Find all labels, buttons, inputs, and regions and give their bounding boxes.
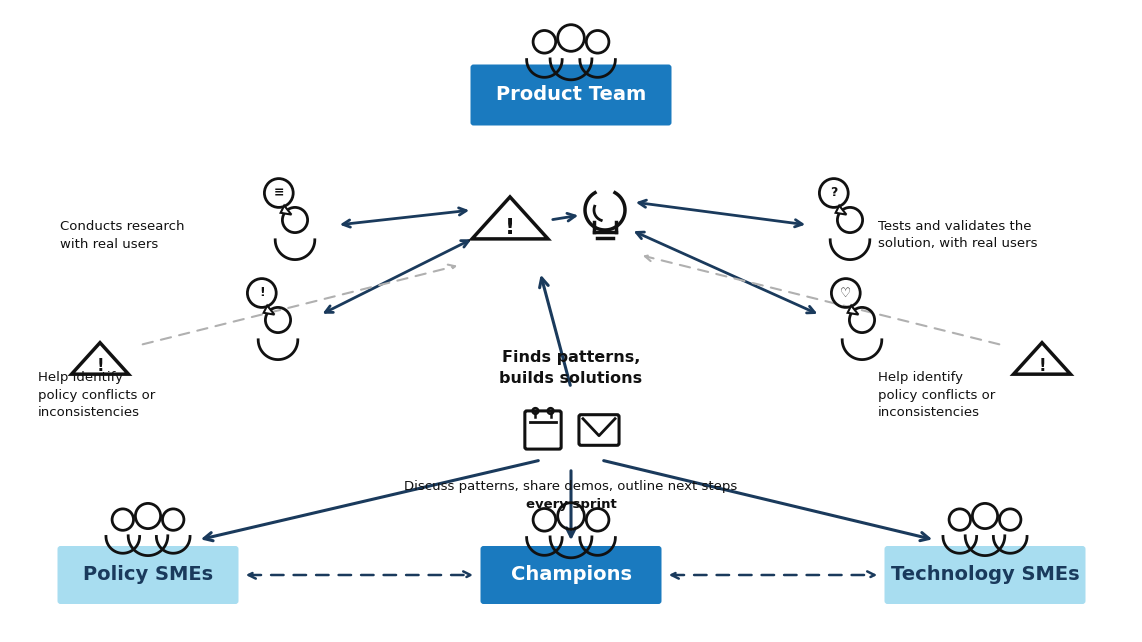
Text: Product Team: Product Team [496, 85, 646, 105]
FancyBboxPatch shape [481, 546, 661, 604]
Text: Help identify
policy conflicts or
inconsistencies: Help identify policy conflicts or incons… [878, 370, 995, 419]
Polygon shape [281, 205, 291, 214]
Text: ≡: ≡ [274, 186, 284, 200]
FancyBboxPatch shape [471, 64, 671, 125]
Text: Help identify
policy conflicts or
inconsistencies: Help identify policy conflicts or incons… [38, 370, 155, 419]
FancyBboxPatch shape [57, 546, 239, 604]
FancyBboxPatch shape [885, 546, 1086, 604]
Text: ?: ? [830, 186, 837, 200]
Text: Technology SMEs: Technology SMEs [891, 566, 1079, 584]
Text: Finds patterns,
builds solutions: Finds patterns, builds solutions [499, 350, 643, 386]
Text: Tests and validates the
solution, with real users: Tests and validates the solution, with r… [878, 220, 1037, 250]
Text: ♡: ♡ [841, 286, 852, 300]
Text: Discuss patterns, share demos, outline next steps: Discuss patterns, share demos, outline n… [404, 480, 738, 493]
Text: every sprint: every sprint [525, 498, 617, 511]
Polygon shape [847, 306, 859, 315]
Text: !: ! [1038, 357, 1046, 375]
Text: Conducts research
with real users: Conducts research with real users [61, 220, 185, 250]
Text: Policy SMEs: Policy SMEs [83, 566, 214, 584]
Text: !: ! [96, 357, 104, 375]
Polygon shape [264, 306, 274, 315]
Text: !: ! [259, 286, 265, 300]
Text: !: ! [505, 218, 515, 238]
Polygon shape [836, 205, 846, 214]
Text: Champions: Champions [510, 566, 632, 584]
